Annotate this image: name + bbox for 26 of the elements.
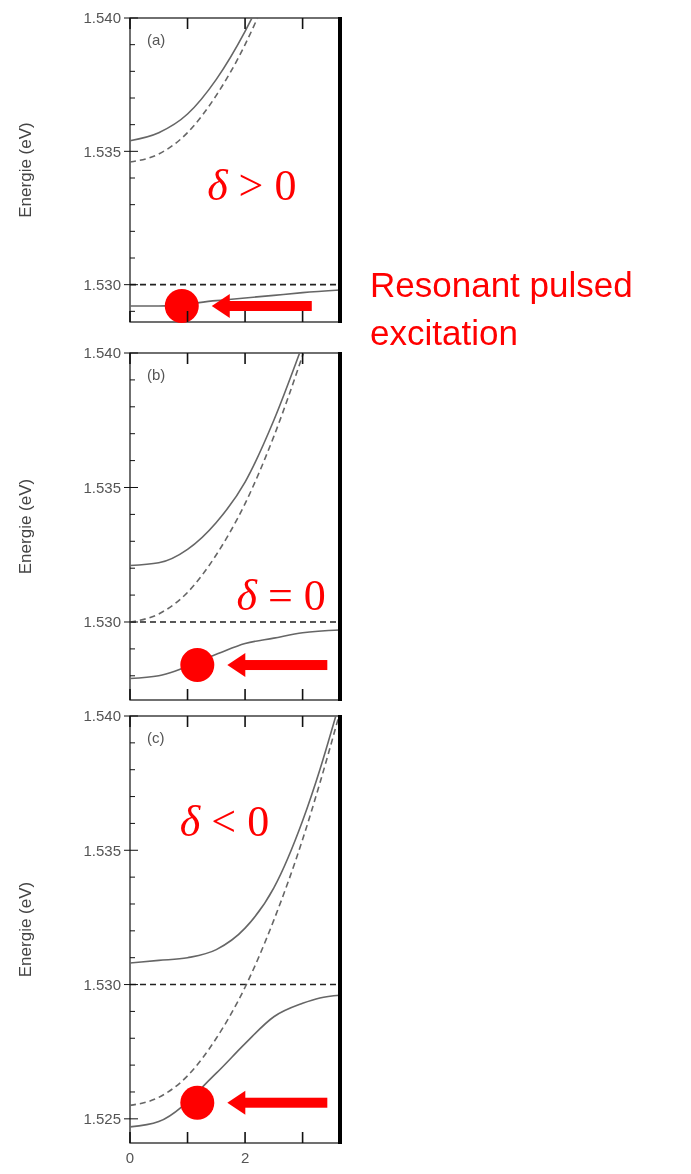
line-series xyxy=(129,17,259,163)
line-series xyxy=(129,352,301,567)
y-tick-label: 1.530 xyxy=(83,613,121,631)
y-tick-label: 1.540 xyxy=(83,707,121,725)
y-axis-title: Energie (eV) xyxy=(16,881,35,978)
line-series xyxy=(129,17,253,142)
annotation: δ = 0 xyxy=(236,570,326,620)
y-axis-title: Energie (eV) xyxy=(16,478,35,575)
x-tick-label: 0 xyxy=(125,1149,135,1166)
annotation: (b) xyxy=(147,366,166,383)
x-tick-label: 2 xyxy=(240,1149,250,1166)
annotation: δ > 0 xyxy=(207,161,297,211)
annotation: δ < 0 xyxy=(179,796,270,846)
annotation: (c) xyxy=(147,729,165,746)
y-tick-label: 1.535 xyxy=(83,841,121,859)
y-tick-label: 1.540 xyxy=(83,344,121,362)
y-tick-label: 1.530 xyxy=(83,975,121,993)
y-tick-label: 1.535 xyxy=(83,142,121,160)
y-tick-label: 1.530 xyxy=(83,275,121,293)
y-tick-label: 1.525 xyxy=(83,1110,121,1128)
y-axis-title: Energie (eV) xyxy=(16,122,35,218)
text: Resonant pulsed excitation xyxy=(370,265,633,352)
y-tick-label: 1.540 xyxy=(83,9,121,27)
line-series xyxy=(129,994,341,1128)
annotation: (a) xyxy=(147,31,166,48)
y-tick-label: 1.535 xyxy=(83,478,121,496)
